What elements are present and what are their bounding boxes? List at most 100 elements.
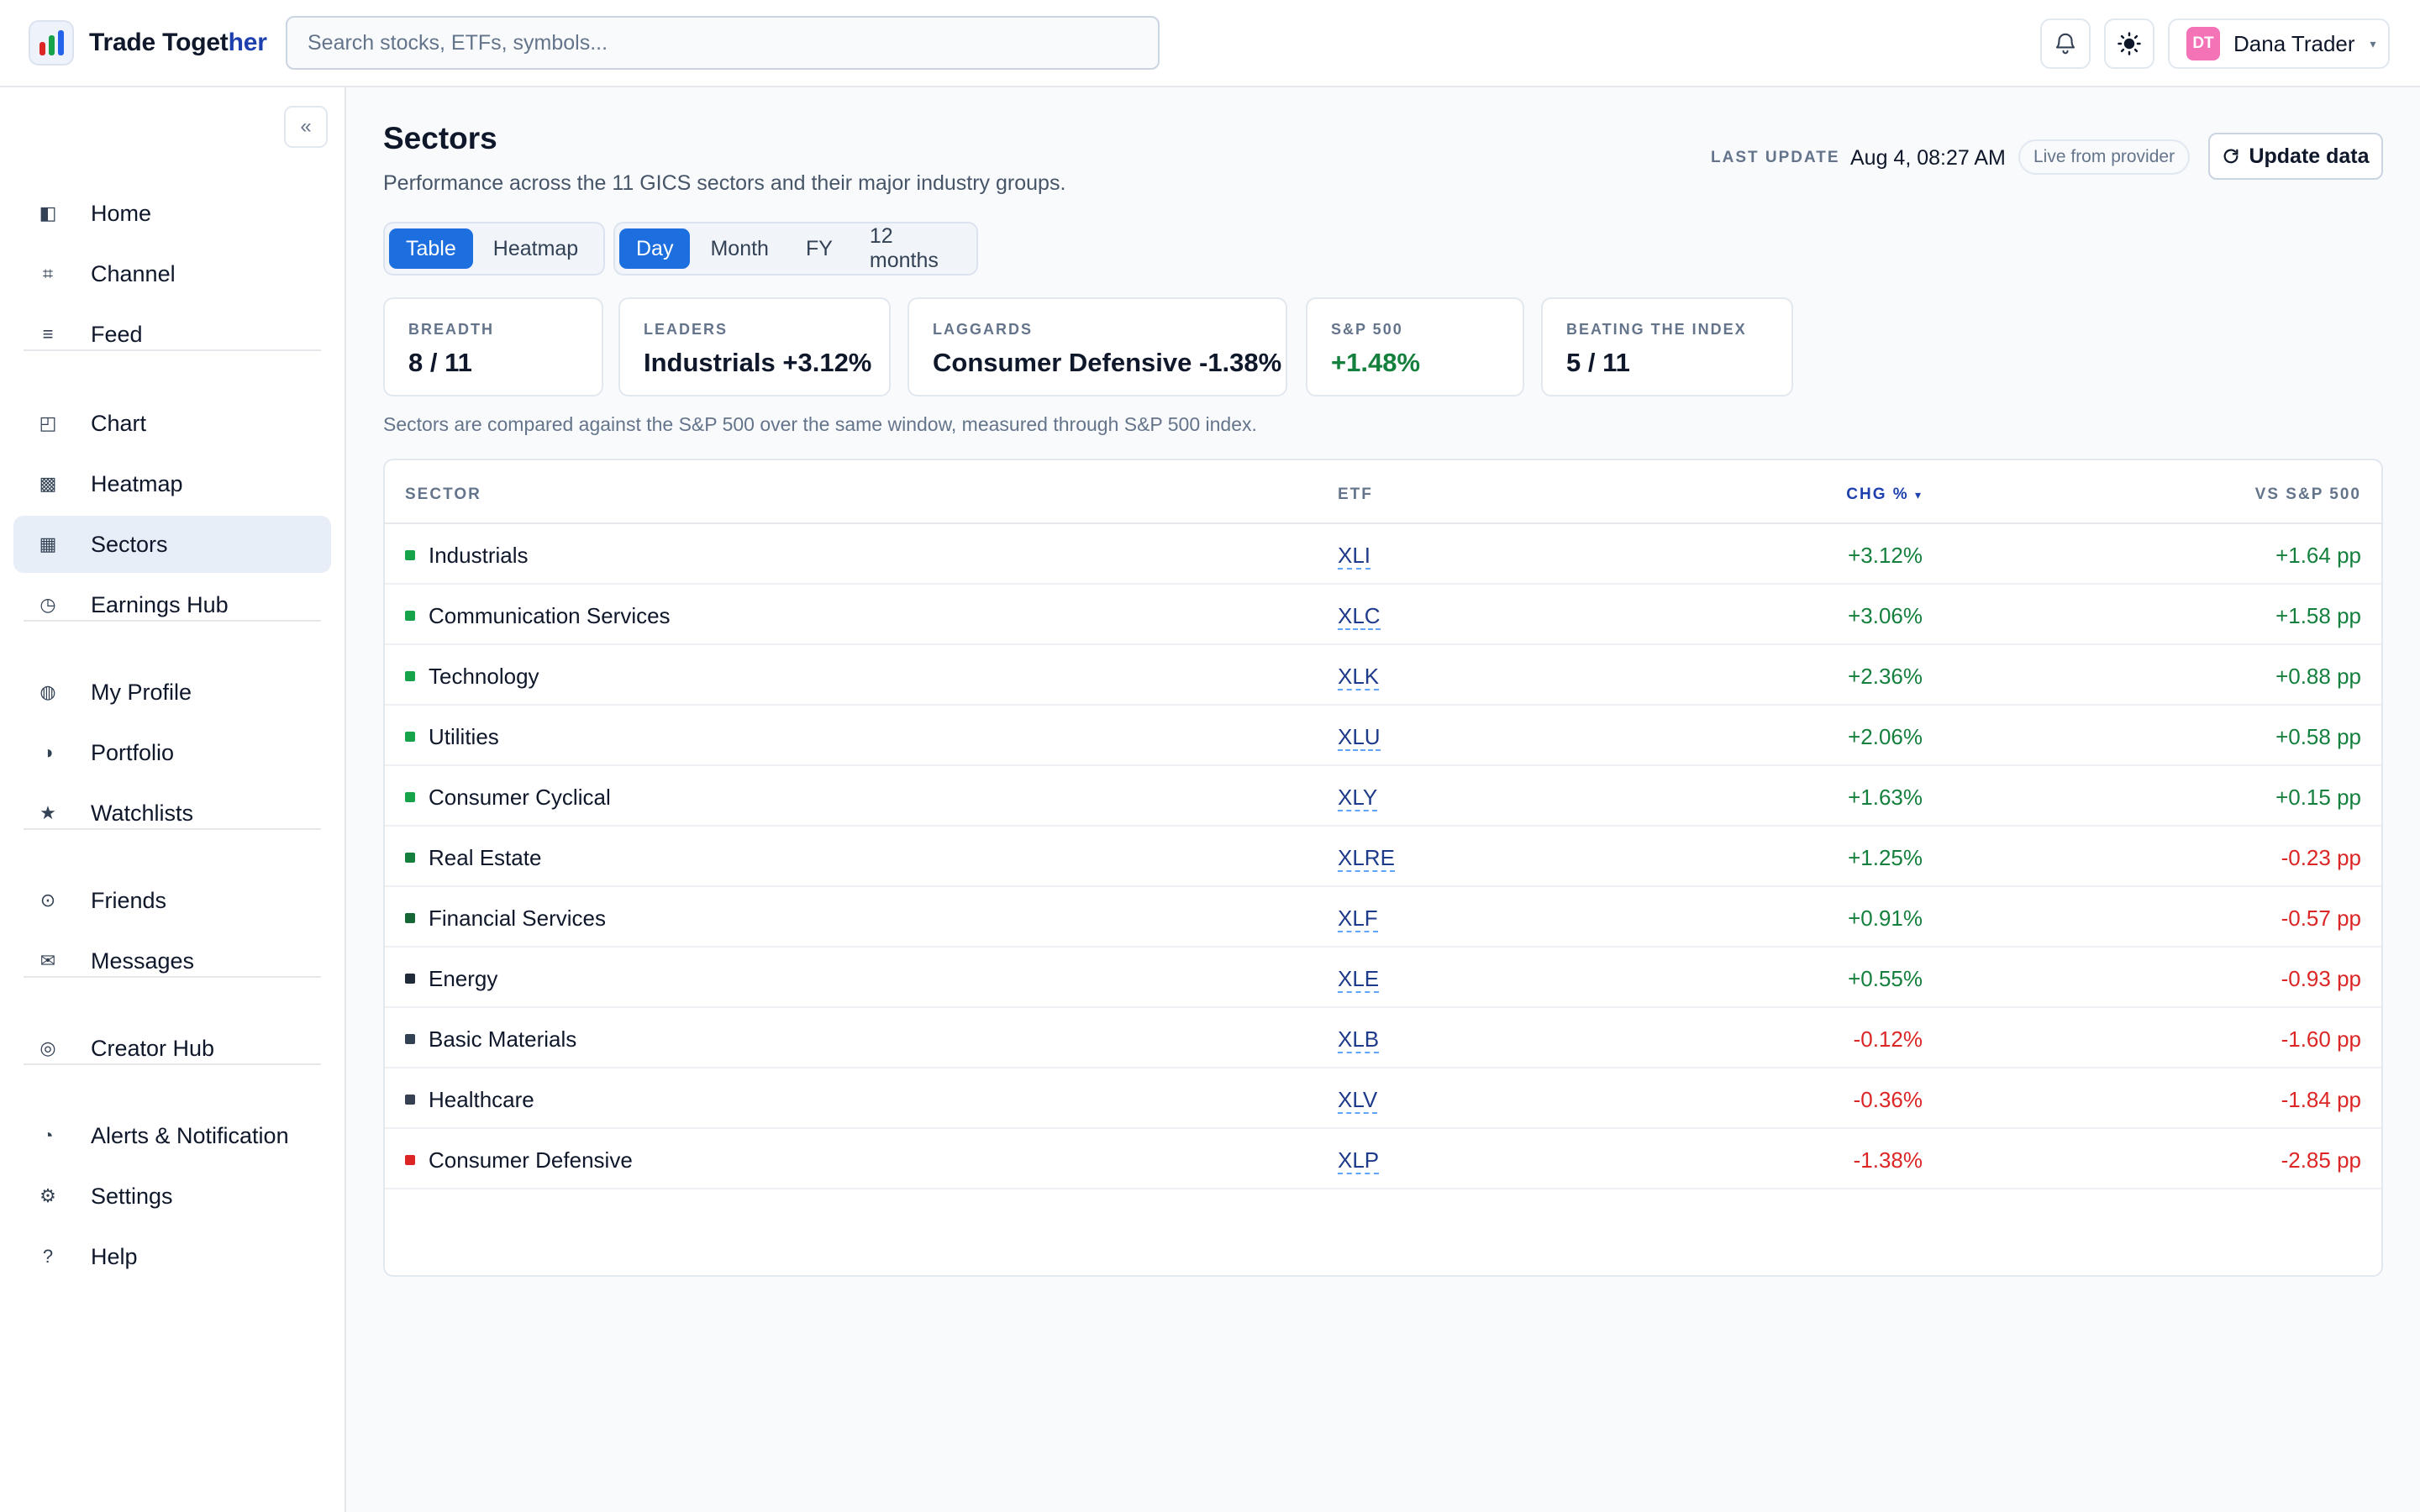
sector-name: Healthcare xyxy=(429,1087,534,1112)
stat-label: BREADTH xyxy=(408,321,494,338)
sidebar-item-home[interactable]: ◧ Home xyxy=(13,185,331,242)
table-row[interactable]: Industrials XLI +3.12% +1.64 pp xyxy=(385,524,2381,585)
sidebar-item-label: Alerts & Notification xyxy=(91,1122,289,1148)
etf-link[interactable]: XLB xyxy=(1338,1026,1380,1053)
etf-link[interactable]: XLE xyxy=(1338,966,1380,993)
sidebar-item-my-profile[interactable]: ◍ My Profile xyxy=(13,664,331,721)
column-header-vs-sp500[interactable]: VS S&P 500 xyxy=(2254,486,2361,503)
top-bar: Trade Together DT Dana Trader ▾ xyxy=(0,0,2420,87)
main-content: Sectors Performance across the 11 GICS s… xyxy=(346,87,2420,1512)
change-percent: -1.38% xyxy=(1853,1147,1923,1173)
sidebar-item-chart[interactable]: ◰ Chart xyxy=(13,395,331,452)
theme-toggle-button[interactable] xyxy=(2104,18,2154,69)
sector-color-dot xyxy=(405,550,415,560)
pie-icon: ◔ xyxy=(42,1125,54,1146)
comparison-note: Sectors are compared against the S&P 500… xyxy=(383,413,1257,435)
sector-name: Real Estate xyxy=(429,845,542,870)
sidebar-item-label: Watchlists xyxy=(91,800,194,826)
period-12-months-button[interactable]: 12 months xyxy=(869,224,939,272)
help-icon: ? xyxy=(42,1246,54,1267)
etf-link[interactable]: XLU xyxy=(1338,724,1381,751)
stat-value: 8 / 11 xyxy=(408,348,472,377)
period-month-button[interactable]: Month xyxy=(710,236,769,260)
sidebar-item-friends[interactable]: ⊙ Friends xyxy=(13,872,331,929)
table-row[interactable]: Financial Services XLF +0.91% -0.57 pp xyxy=(385,887,2381,948)
etf-link[interactable]: XLC xyxy=(1338,603,1381,630)
sidebar-item-creator-hub[interactable]: ◎ Creator Hub xyxy=(13,1020,331,1077)
sidebar-item-watchlists[interactable]: ★ Watchlists xyxy=(13,785,331,842)
sidebar-item-alerts[interactable]: ◔ Alerts & Notification xyxy=(13,1107,331,1164)
etf-link[interactable]: XLY xyxy=(1338,785,1378,811)
table-row[interactable]: Communication Services XLC +3.06% +1.58 pp xyxy=(385,585,2381,645)
table-row[interactable]: Basic Materials XLB -0.12% -1.60 pp xyxy=(385,1008,2381,1068)
friends-icon: ⊙ xyxy=(39,890,56,911)
sidebar-item-label: Earnings Hub xyxy=(91,591,229,617)
etf-link[interactable]: XLP xyxy=(1338,1147,1380,1174)
view-table-button[interactable]: Table xyxy=(389,228,473,269)
page-subtitle: Performance across the 11 GICS sectors a… xyxy=(383,171,1066,195)
sidebar-item-settings[interactable]: ⚙ Settings xyxy=(13,1168,331,1225)
vs-sp500-value: -1.84 pp xyxy=(2281,1087,2361,1112)
sector-color-dot xyxy=(405,853,415,863)
sidebar-item-help[interactable]: ? Help xyxy=(13,1228,331,1285)
page-title: Sectors xyxy=(383,121,497,155)
period-day-button[interactable]: Day xyxy=(619,228,691,269)
table-row[interactable]: Utilities XLU +2.06% +0.58 pp xyxy=(385,706,2381,766)
sidebar-item-messages[interactable]: ✉ Messages xyxy=(13,932,331,990)
logo-icon xyxy=(29,20,74,66)
sidebar-item-portfolio[interactable]: ◑ Portfolio xyxy=(13,724,331,781)
etf-link[interactable]: XLV xyxy=(1338,1087,1378,1114)
collapse-sidebar-button[interactable]: « xyxy=(284,106,328,148)
stat-value: Consumer Defensive -1.38% xyxy=(933,348,1282,377)
search-input[interactable] xyxy=(286,16,1160,70)
table-row[interactable]: Healthcare XLV -0.36% -1.84 pp xyxy=(385,1068,2381,1129)
column-header-etf[interactable]: ETF xyxy=(1338,486,1373,503)
table-row[interactable]: Energy XLE +0.55% -0.93 pp xyxy=(385,948,2381,1008)
table-row[interactable]: Real Estate XLRE +1.25% -0.23 pp xyxy=(385,827,2381,887)
live-status-badge: Live from provider xyxy=(2018,139,2191,175)
table-row[interactable]: Consumer Cyclical XLY +1.63% +0.15 pp xyxy=(385,766,2381,827)
sidebar-item-label: Friends xyxy=(91,887,167,913)
etf-link[interactable]: XLRE xyxy=(1338,845,1395,872)
column-header-chg-label: CHG % xyxy=(1846,486,1909,503)
table-row[interactable]: Consumer Defensive XLP -1.38% -2.85 pp xyxy=(385,1129,2381,1189)
avatar: DT xyxy=(2186,27,2220,60)
sidebar-item-label: Feed xyxy=(91,321,143,347)
heatmap-icon: ▩ xyxy=(39,473,57,494)
notifications-button[interactable] xyxy=(2040,18,2091,69)
sector-color-dot xyxy=(405,974,415,984)
column-header-chg[interactable]: CHG % ▾ xyxy=(1846,486,1923,504)
stat-value: Industrials +3.12% xyxy=(644,348,872,377)
vs-sp500-value: +1.64 pp xyxy=(2275,543,2361,568)
clock-icon: ◷ xyxy=(39,594,56,615)
etf-link[interactable]: XLF xyxy=(1338,906,1378,932)
change-percent: +3.06% xyxy=(1848,603,1923,628)
sidebar-item-label: Heatmap xyxy=(91,470,183,496)
stat-breadth: BREADTH 8 / 11 xyxy=(383,297,603,396)
stat-value: 5 / 11 xyxy=(1566,348,1630,377)
etf-link[interactable]: XLK xyxy=(1338,664,1380,690)
stat-beating-index: BEATING THE INDEX 5 / 11 xyxy=(1541,297,1793,396)
brand[interactable]: Trade Together xyxy=(29,20,267,66)
vs-sp500-value: +0.58 pp xyxy=(2275,724,2361,749)
sidebar-item-channel[interactable]: ⌗ Channel xyxy=(13,245,331,302)
user-menu-button[interactable]: DT Dana Trader ▾ xyxy=(2168,18,2390,69)
update-data-button[interactable]: Update data xyxy=(2208,133,2383,180)
table-row[interactable]: Technology XLK +2.36% +0.88 pp xyxy=(385,645,2381,706)
period-fy-button[interactable]: FY xyxy=(805,236,833,260)
vs-sp500-value: -1.60 pp xyxy=(2281,1026,2361,1052)
target-icon: ◎ xyxy=(39,1037,56,1058)
last-update-value: Aug 4, 08:27 AM xyxy=(1850,146,2006,170)
column-header-sector[interactable]: SECTOR xyxy=(405,486,481,503)
sidebar-item-earnings-hub[interactable]: ◷ Earnings Hub xyxy=(13,576,331,633)
sidebar-item-feed[interactable]: ≡ Feed xyxy=(13,306,331,363)
last-update-label: LAST UPDATE xyxy=(1711,149,1840,166)
sort-desc-icon: ▾ xyxy=(1914,488,1923,501)
etf-link[interactable]: XLI xyxy=(1338,543,1371,570)
grid-icon: ▦ xyxy=(39,533,57,554)
view-heatmap-button[interactable]: Heatmap xyxy=(492,236,579,260)
sectors-table: SECTOR ETF CHG % ▾ VS S&P 500 Industrial… xyxy=(383,459,2383,1277)
change-percent: +0.91% xyxy=(1848,906,1923,931)
sidebar-item-heatmap[interactable]: ▩ Heatmap xyxy=(13,455,331,512)
sidebar-item-sectors[interactable]: ▦ Sectors xyxy=(13,516,331,573)
